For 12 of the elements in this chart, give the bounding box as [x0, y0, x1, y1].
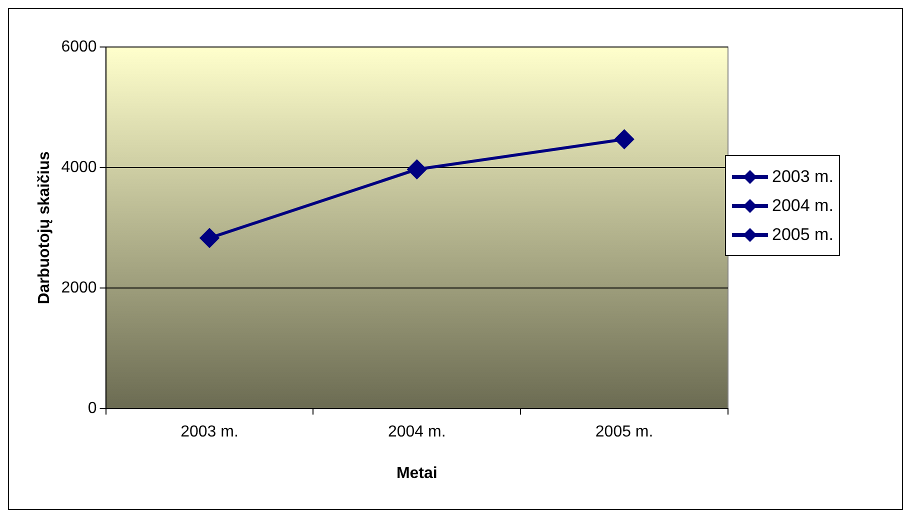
- y-tick-label: 2000: [61, 279, 97, 296]
- y-axis-title: Darbuotojų skaičius: [36, 151, 54, 304]
- y-tick-label: 6000: [61, 38, 97, 56]
- category-label: 2005 m.: [772, 224, 834, 244]
- x-tick-label: 2005 m.: [595, 424, 654, 441]
- x-tick-label: 2003 m.: [180, 424, 238, 441]
- y-tick-label: 0: [88, 400, 97, 418]
- category-label: 2003 m.: [772, 166, 834, 186]
- x-tick-label: 2004 m.: [388, 424, 446, 441]
- x-axis-title: Metai: [396, 464, 438, 482]
- y-tick-label: 4000: [61, 158, 97, 176]
- category-label: 2004 m.: [772, 196, 834, 214]
